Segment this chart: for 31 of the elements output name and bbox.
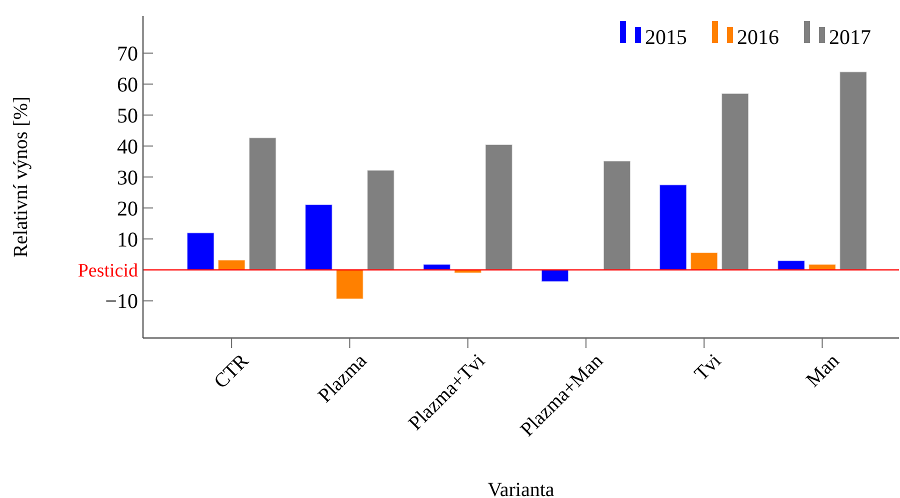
y-tick-label: 40	[117, 134, 138, 158]
bar	[777, 260, 806, 270]
bar	[839, 71, 868, 270]
x-tick-label: CTR	[210, 349, 254, 393]
bar	[366, 170, 395, 270]
ref-line-label: Pesticid	[78, 260, 138, 282]
x-tick-label: Tvi	[690, 350, 726, 386]
y-axis-title: Relativní výnos [%]	[10, 96, 32, 258]
y-tick-label: 30	[117, 165, 138, 190]
bar	[602, 160, 631, 270]
x-axis-title: Varianta	[488, 479, 554, 498]
bar	[218, 259, 246, 270]
y-tick-label: 70	[117, 42, 138, 66]
legend-label: 2015	[645, 25, 687, 49]
bar	[248, 137, 277, 270]
y-tick-label: 10	[117, 227, 138, 252]
bar	[186, 232, 215, 270]
y-tick-label: 60	[117, 72, 138, 96]
y-tick-label: 50	[117, 103, 138, 128]
bar	[721, 92, 750, 270]
bar	[304, 204, 333, 270]
legend-label: 2016	[737, 25, 779, 49]
y-tick-label: −10	[105, 289, 138, 314]
y-tick-label: 20	[117, 196, 138, 220]
legend-label: 2017	[829, 25, 871, 49]
bar	[659, 184, 688, 270]
bar	[540, 269, 569, 282]
bar	[336, 269, 364, 300]
bar	[690, 252, 718, 270]
x-tick-label: Man	[802, 350, 844, 392]
bar	[484, 144, 513, 270]
